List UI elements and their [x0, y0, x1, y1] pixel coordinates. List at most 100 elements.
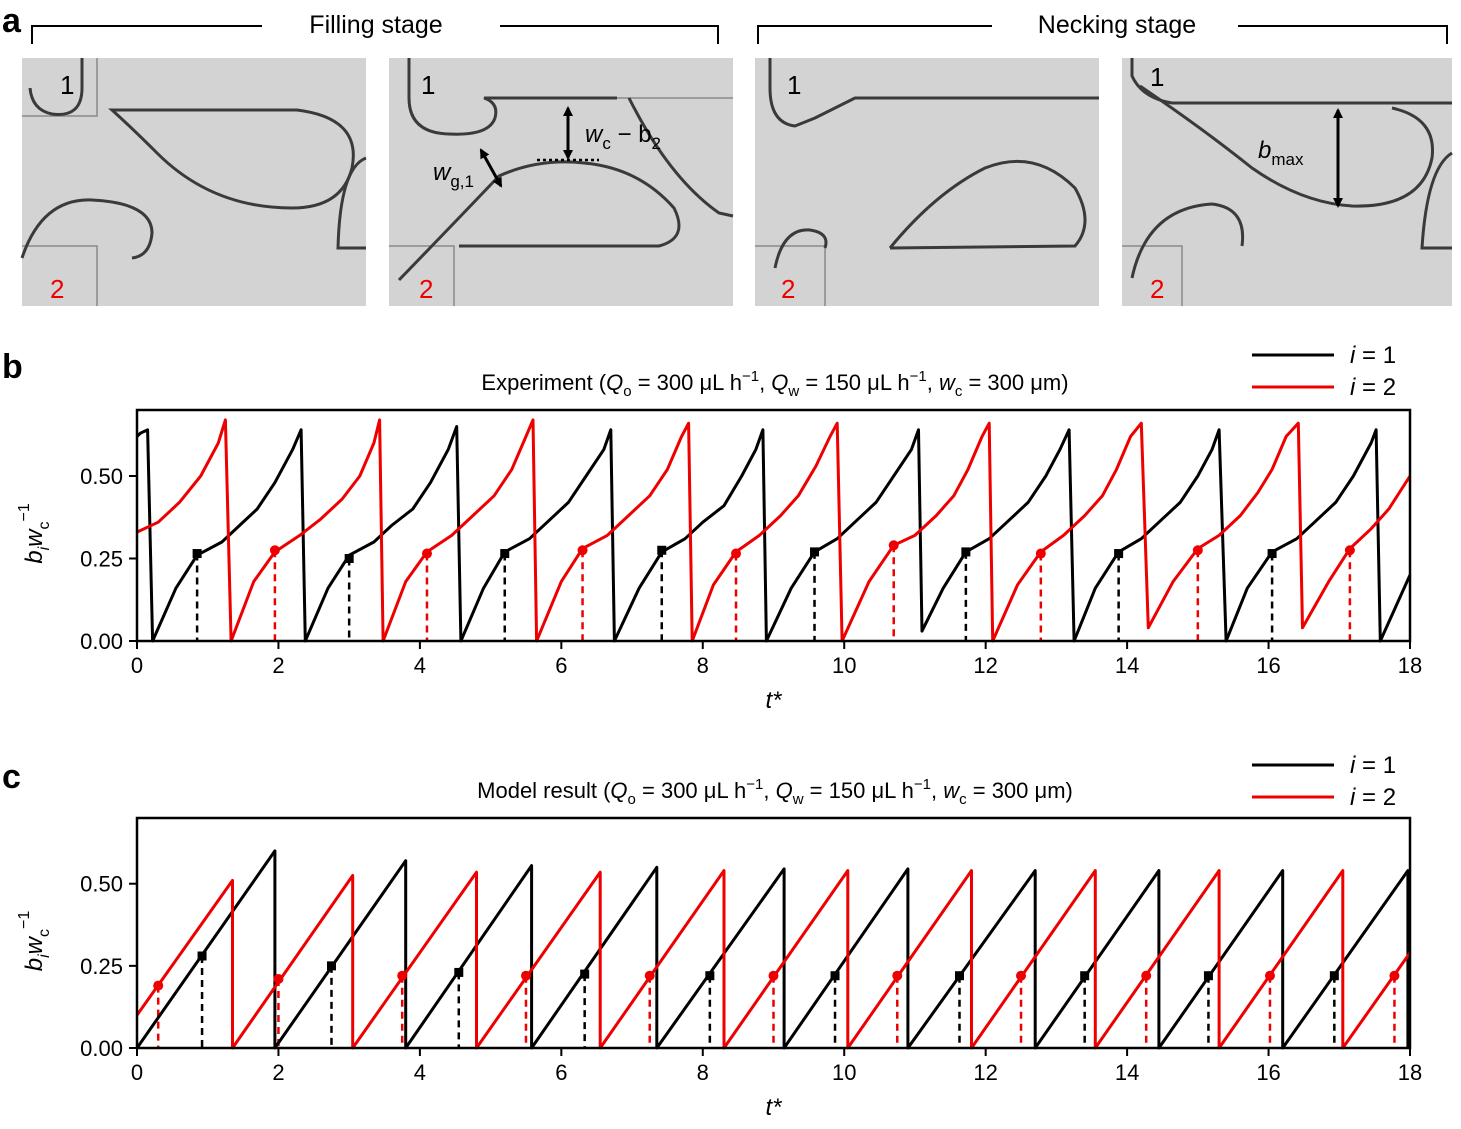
square-marker [580, 969, 590, 979]
panel-letter-b: b [2, 348, 23, 386]
panel-letter-c: c [2, 758, 21, 796]
inlet-2-label: 2 [1150, 274, 1164, 304]
circle-marker [892, 970, 903, 981]
square-marker [830, 971, 840, 981]
circle-marker [1141, 970, 1152, 981]
chart-c: 0 2 4 6 8 10 12 14 16 18 0.00 0.25 0.50 t* biwc−1 i = 1… [16, 752, 1422, 1121]
circle-marker [273, 974, 284, 984]
x-tick-label: 18 [1398, 653, 1422, 678]
square-marker [344, 554, 354, 563]
series-line-1 [135, 425, 1412, 643]
inlet-2-label: 2 [781, 274, 795, 304]
circle-marker [269, 545, 280, 556]
plot-frame [135, 816, 1412, 1050]
inlet-1-label: 1 [1150, 62, 1164, 92]
filling-stage-label: Filling stage [309, 11, 442, 39]
x-tick-label: 14 [1115, 653, 1139, 678]
square-marker [810, 547, 820, 557]
square-marker [500, 549, 510, 559]
necking-stage-label: Necking stage [1038, 11, 1196, 39]
circle-marker [768, 970, 779, 981]
filling-stage-bracket: Filling stage [31, 11, 719, 44]
square-marker [705, 971, 715, 981]
y-tick-label: 0.00 [80, 1036, 123, 1061]
panel-letter-a: a [2, 2, 22, 40]
inlet-1-label: 1 [787, 70, 801, 100]
chart-b: 0 2 4 6 8 10 12 14 16 18 0.00 0.25 0.50 t* biwc−1 i = 1… [16, 342, 1422, 714]
x-tick-label: 8 [697, 653, 709, 678]
legend-label-2: i = 2 [1350, 784, 1396, 811]
square-marker [1203, 971, 1213, 981]
inlet-2-label: 2 [419, 274, 433, 304]
series-line-2 [135, 869, 1412, 1050]
y-axis-label: biwc−1 [16, 911, 53, 972]
square-marker [454, 967, 464, 977]
x-axis-label: t* [765, 1094, 782, 1121]
circle-marker [888, 540, 899, 551]
square-marker [961, 547, 971, 557]
circle-marker [731, 548, 742, 559]
chart-c-title: Model result (Qo = 300 μL h−1, Qw = 150 … [477, 776, 1073, 808]
x-tick-label: 12 [973, 653, 997, 678]
inlet-1-label: 1 [421, 70, 435, 100]
x-tick-label: 8 [697, 1060, 709, 1085]
chart-b-title: Experiment (Qo = 300 μL h−1, Qw = 150 μL… [481, 368, 1068, 400]
legend-label-1: i = 1 [1350, 342, 1396, 369]
x-tick-label: 16 [1256, 653, 1280, 678]
x-tick-label: 18 [1398, 1060, 1422, 1085]
y-tick-label: 0.25 [80, 547, 123, 572]
panel-c: c Model result (Qo = 300 μL h−1, Qw = 15… [2, 752, 1422, 1121]
square-marker [657, 545, 667, 555]
circle-marker [1389, 970, 1400, 981]
circle-marker [153, 980, 164, 991]
y-axis-label: biwc−1 [16, 503, 53, 564]
circle-marker [1035, 548, 1046, 559]
plot-frame [135, 408, 1412, 643]
square-marker [192, 549, 202, 559]
y-tick-label: 0.25 [80, 954, 123, 979]
circle-marker [520, 970, 531, 981]
wg1-label: wg,1 [433, 159, 474, 191]
x-tick-label: 16 [1256, 1060, 1280, 1085]
x-tick-label: 4 [414, 1060, 426, 1085]
square-marker [197, 951, 207, 961]
inlet-1-label: 1 [60, 70, 74, 100]
x-tick-label: 6 [555, 653, 567, 678]
x-axis-label: t* [765, 687, 782, 714]
x-tick-label: 2 [272, 1060, 284, 1085]
x-tick-label: 14 [1115, 1060, 1139, 1085]
y-tick-label: 0.50 [80, 872, 123, 897]
y-tick-label: 0.50 [80, 464, 123, 489]
x-tick-label: 4 [414, 653, 426, 678]
circle-marker [644, 970, 655, 981]
square-marker [1329, 971, 1339, 981]
x-tick-label: 6 [555, 1060, 567, 1085]
panel-b: b Experiment (Qo = 300 μL h−1, Qw = 150 … [2, 342, 1422, 714]
circle-marker [421, 548, 432, 559]
necking-stage-bracket: Necking stage [757, 11, 1448, 44]
x-tick-label: 10 [832, 653, 856, 678]
square-marker [1267, 549, 1277, 559]
circle-marker [1344, 545, 1355, 556]
legend-label-1: i = 1 [1350, 752, 1396, 779]
micrograph-3: 1 2 [755, 58, 1099, 306]
x-tick-label: 12 [973, 1060, 997, 1085]
panel-a: a Filling stage Necking stage 1 2 [2, 2, 1453, 306]
x-tick-label: 2 [272, 653, 284, 678]
bmax-label: bmax [1258, 137, 1304, 169]
square-marker [1114, 549, 1124, 559]
legend-label-2: i = 2 [1350, 374, 1396, 401]
x-tick-label: 10 [832, 1060, 856, 1085]
x-tick-label: 0 [131, 1060, 143, 1085]
circle-marker [1016, 970, 1027, 981]
wg1-arrow [479, 148, 503, 188]
square-marker [954, 971, 964, 981]
square-marker [1080, 971, 1090, 981]
circle-marker [577, 545, 588, 556]
circle-marker [397, 970, 408, 981]
micrograph-2: 1 2 wg,1 wc − b2 [389, 58, 734, 306]
circle-marker [1192, 545, 1203, 556]
x-tick-label: 0 [131, 653, 143, 678]
wc-b2-label: wc − b2 [585, 121, 661, 153]
circle-marker [1264, 970, 1275, 981]
